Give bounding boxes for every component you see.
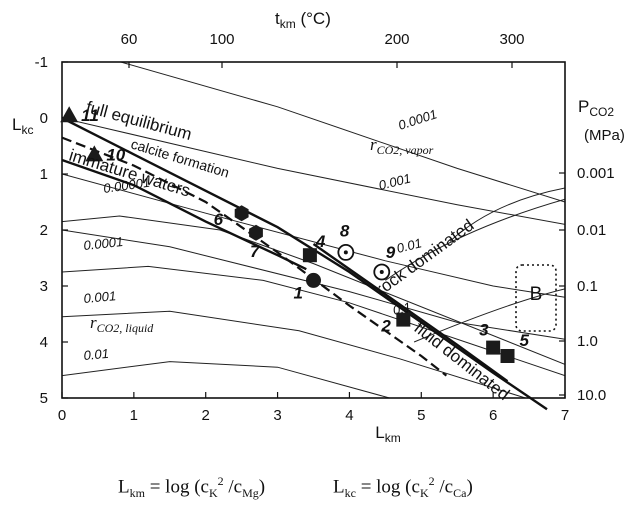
contour-line <box>62 173 565 298</box>
contour-line <box>62 229 565 340</box>
marker-10 <box>85 145 104 162</box>
series-immature-waters <box>61 158 307 271</box>
contour-label: 0.0001 <box>396 106 438 133</box>
formula-lkm: Lkm = log (cK2 /cMg) <box>118 474 266 501</box>
marker-3 <box>486 340 501 355</box>
top-axis-label: tkm (°C) <box>275 9 331 31</box>
x-tick-label: 4 <box>345 407 353 424</box>
marker-5 <box>500 349 515 363</box>
y-axis-label: Lkc <box>12 115 33 137</box>
top-tick-label: 200 <box>384 31 409 48</box>
right-tick-label: 1.0 <box>577 333 598 350</box>
point-label-4: 4 <box>315 232 326 251</box>
y-tick-label: 2 <box>40 222 48 239</box>
contour-label: 0.00001 <box>102 175 151 196</box>
marker-7 <box>249 224 263 241</box>
contour-label: 0.0001 <box>83 234 124 253</box>
contour-line <box>62 117 565 225</box>
point-label-5: 5 <box>520 331 530 350</box>
point-label-1: 1 <box>294 283 303 302</box>
point-label-8: 8 <box>340 221 350 240</box>
contour-label: 0.01 <box>83 346 110 363</box>
y-tick-label: 3 <box>40 278 48 295</box>
marker-8-dot <box>343 250 348 255</box>
top-tick-label: 300 <box>499 31 524 48</box>
right-tick-label: 0.1 <box>577 278 598 295</box>
right-tick-label: 0.01 <box>577 222 606 239</box>
marker-4 <box>302 248 317 263</box>
marker-9-dot <box>379 270 384 274</box>
right-tick-label: 0.001 <box>577 165 615 182</box>
point-label-7: 7 <box>250 242 261 261</box>
series-rock-dominated <box>312 243 509 383</box>
contour-line <box>449 187 565 242</box>
point-label-11: 11 <box>81 106 99 125</box>
point-label-9: 9 <box>386 243 396 262</box>
contour-label: 0.01 <box>395 235 423 256</box>
contour-line <box>62 361 392 398</box>
contour-line <box>118 62 565 203</box>
family-label-vapor: rCO2, vapor <box>370 135 434 157</box>
box-b-label: B <box>530 284 543 305</box>
right-tick-label: 10.0 <box>577 387 606 404</box>
marker-11 <box>60 106 79 123</box>
y-tick-label: 0 <box>40 110 48 127</box>
contour-label: 0.001 <box>377 170 412 192</box>
contour-line <box>62 310 528 398</box>
contour-line <box>62 215 565 365</box>
y-tick-label: -1 <box>35 54 48 71</box>
y-tick-label: 1 <box>40 166 48 183</box>
contour-line <box>62 265 565 377</box>
x-tick-label: 1 <box>130 407 138 424</box>
x-tick-label: 7 <box>561 407 569 424</box>
y-tick-label: 5 <box>40 390 48 407</box>
x-tick-label: 6 <box>489 407 497 424</box>
series-calcite-formation <box>61 136 448 377</box>
x-tick-label: 3 <box>273 407 281 424</box>
marker-6 <box>234 205 249 222</box>
top-tick-label: 100 <box>209 31 234 48</box>
formula-lkc: Lkc = log (cK2 /cCa) <box>333 474 473 501</box>
marker-2 <box>396 312 411 327</box>
y-tick-label: 4 <box>40 334 48 351</box>
contour-line <box>385 198 565 281</box>
contour-label: 0.1 <box>391 299 412 318</box>
right-axis-unit: (MPa) <box>584 127 625 144</box>
point-label-2: 2 <box>380 317 391 336</box>
x-tick-label: 5 <box>417 407 425 424</box>
point-label-10: 10 <box>106 145 125 164</box>
marker-1 <box>306 272 321 288</box>
family-label-liquid: rCO2, liquid <box>90 313 154 335</box>
top-tick-label: 60 <box>121 31 138 48</box>
annotation-fluid-dominated: fluid dominated <box>411 318 514 404</box>
x-axis-label: Lkm <box>375 423 400 445</box>
point-label-3: 3 <box>479 321 489 340</box>
right-axis-label: PCO2 <box>578 97 614 119</box>
point-label-6: 6 <box>214 210 224 229</box>
x-tick-label: 0 <box>58 407 66 424</box>
contour-label: 0.001 <box>83 288 117 306</box>
x-tick-label: 2 <box>202 407 210 424</box>
